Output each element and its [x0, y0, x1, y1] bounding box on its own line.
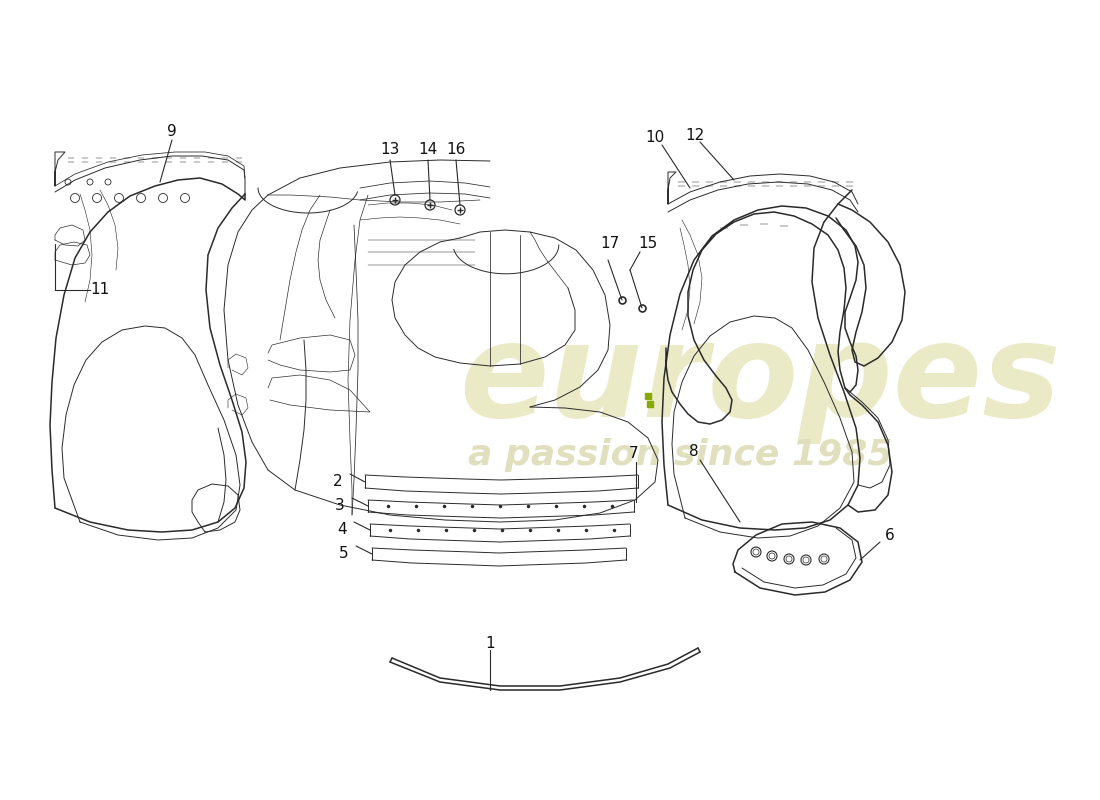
Text: a passion since 1985: a passion since 1985 [468, 438, 892, 472]
Text: 17: 17 [601, 237, 619, 251]
Text: 12: 12 [685, 127, 705, 142]
Text: 2: 2 [333, 474, 343, 490]
Text: 9: 9 [167, 125, 177, 139]
Text: 7: 7 [629, 446, 639, 462]
Text: 14: 14 [418, 142, 438, 158]
Text: 8: 8 [690, 445, 698, 459]
Text: 3: 3 [336, 498, 345, 514]
Text: europes: europes [459, 317, 1060, 443]
Text: 13: 13 [381, 142, 399, 158]
Text: 4: 4 [338, 522, 346, 538]
Text: 10: 10 [646, 130, 664, 146]
Text: 5: 5 [339, 546, 349, 562]
Text: 15: 15 [638, 237, 658, 251]
Text: 6: 6 [886, 527, 895, 542]
Text: 16: 16 [447, 142, 465, 158]
Text: 1: 1 [485, 635, 495, 650]
Text: 11: 11 [90, 282, 110, 298]
